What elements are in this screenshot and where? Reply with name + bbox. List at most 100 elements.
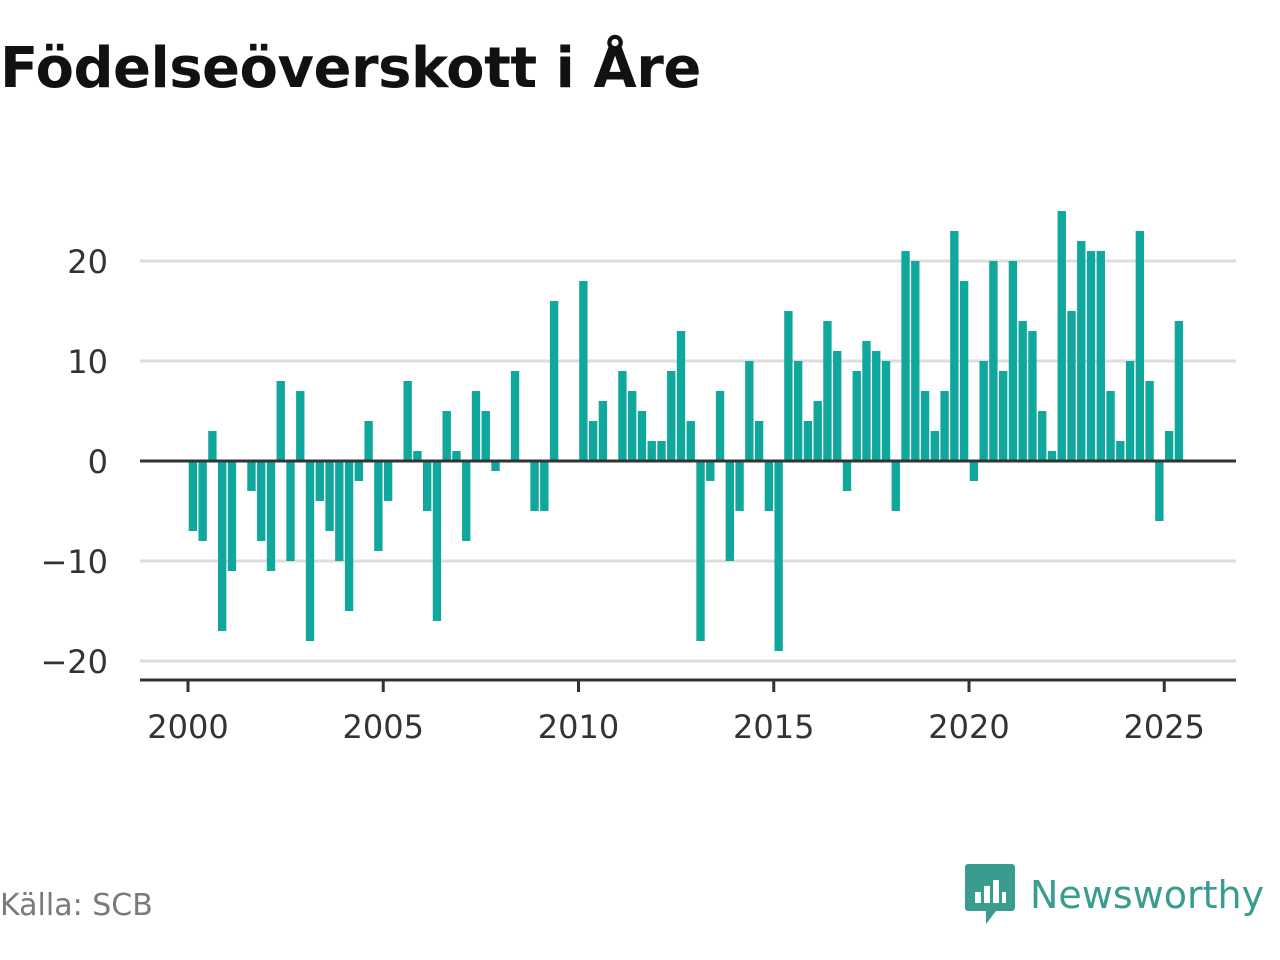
- bar: [481, 411, 490, 461]
- bar: [1057, 211, 1066, 461]
- bar: [676, 331, 686, 461]
- bar: [266, 461, 276, 571]
- bar: [959, 281, 969, 461]
- bar: [1125, 361, 1135, 461]
- bar: [1116, 441, 1125, 461]
- bar: [1086, 251, 1096, 461]
- bar: [833, 351, 842, 461]
- bar: [530, 461, 539, 511]
- bar: [1067, 311, 1076, 461]
- y-tick-labels: −20 −10 0 10 20: [40, 243, 108, 681]
- bar: [452, 451, 461, 461]
- bar: [208, 431, 217, 461]
- bar: [725, 461, 734, 561]
- bar: [774, 461, 783, 651]
- bar: [1096, 251, 1105, 461]
- bar: [618, 371, 627, 461]
- bar: [296, 391, 305, 461]
- bar: [803, 421, 813, 461]
- bar: [1106, 391, 1115, 461]
- x-tick-label: 2000: [147, 708, 228, 746]
- bar: [344, 461, 354, 611]
- bar: [276, 381, 285, 461]
- y-tick-label: 20: [67, 243, 108, 281]
- bar: [784, 311, 793, 461]
- bar: [315, 461, 324, 501]
- y-tick-label: −10: [40, 543, 108, 581]
- bar: [1038, 411, 1047, 461]
- bar: [852, 371, 861, 461]
- bar: [305, 461, 315, 641]
- bar: [969, 461, 979, 481]
- bar: [579, 281, 588, 461]
- bar: [998, 371, 1008, 461]
- bar: [989, 261, 998, 461]
- bar: [364, 421, 373, 461]
- x-tick-label: 2020: [928, 708, 1009, 746]
- bar: [325, 461, 334, 531]
- bar: [647, 441, 656, 461]
- bar: [462, 461, 471, 541]
- bar: [735, 461, 744, 511]
- bar: [510, 371, 520, 461]
- bar: [491, 461, 500, 471]
- bar: [930, 431, 940, 461]
- bar: [1028, 331, 1037, 461]
- bar: [217, 461, 227, 631]
- bar: [715, 391, 725, 461]
- bar: [911, 261, 920, 461]
- bar: [793, 361, 803, 461]
- bar: [696, 461, 705, 641]
- y-tick-label: 0: [88, 443, 108, 481]
- bar: [823, 321, 832, 461]
- bar: [862, 341, 871, 461]
- bar: [667, 371, 676, 461]
- x-tick-labels: 2000 2005 2010 2015 2020 2025: [147, 680, 1205, 746]
- bar: [549, 301, 559, 461]
- bar: [383, 461, 393, 501]
- bar: [745, 361, 754, 461]
- bar: [1135, 231, 1145, 461]
- x-tick-label: 2010: [538, 708, 619, 746]
- bar: [432, 461, 442, 621]
- bar: [598, 401, 608, 461]
- bar: [540, 461, 549, 511]
- bar: [188, 461, 198, 531]
- brand-logo: Newsworthy: [964, 862, 1264, 928]
- bar: [628, 391, 637, 461]
- gridlines: [140, 259, 1236, 663]
- bar: [403, 381, 412, 461]
- bar: [247, 461, 256, 491]
- bars: [188, 211, 1184, 651]
- bar: [1164, 431, 1174, 461]
- bar: [374, 461, 383, 551]
- x-tick-label: 2015: [733, 708, 814, 746]
- bar: [1174, 321, 1184, 461]
- bar: [686, 421, 695, 461]
- bar: [1155, 461, 1164, 521]
- bar: [413, 451, 422, 461]
- bar: [950, 231, 959, 461]
- bar: [979, 361, 988, 461]
- bar: [227, 461, 237, 571]
- bar: [335, 461, 344, 561]
- bar: [842, 461, 852, 491]
- bar: [286, 461, 295, 561]
- y-tick-label: 10: [67, 343, 108, 381]
- bar: [354, 461, 364, 481]
- source-note: Källa: SCB: [0, 888, 153, 923]
- bar: [442, 411, 451, 461]
- bar: [588, 421, 598, 461]
- bar: [1145, 381, 1154, 461]
- bar: [257, 461, 266, 541]
- bar: [657, 441, 666, 461]
- bar: [1077, 241, 1086, 461]
- bar: [198, 461, 207, 541]
- bar: [901, 251, 910, 461]
- y-tick-label: −20: [40, 643, 108, 681]
- bar: [872, 351, 881, 461]
- bar: [471, 391, 481, 461]
- x-tick-label: 2005: [343, 708, 424, 746]
- bar: [1008, 261, 1018, 461]
